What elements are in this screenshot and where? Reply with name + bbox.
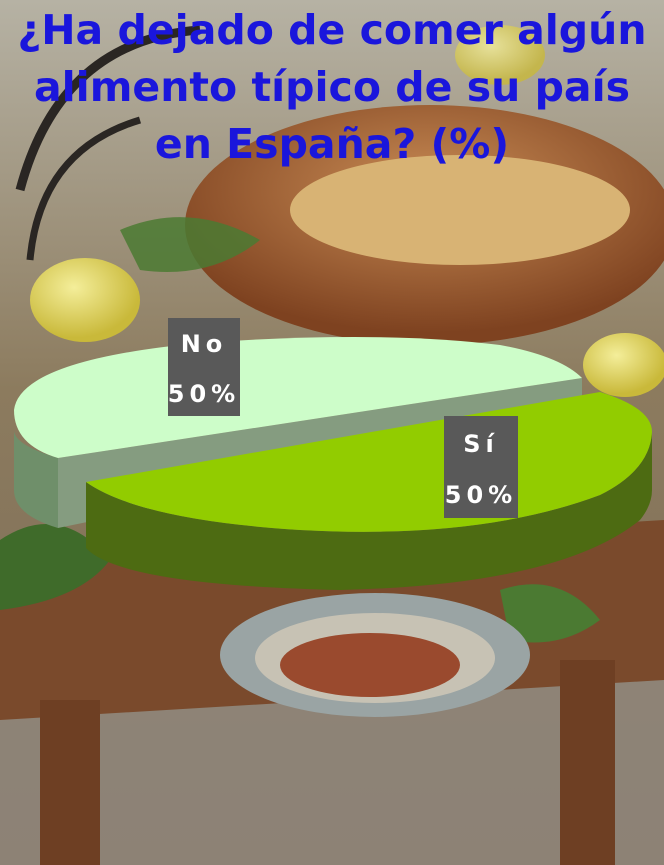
table-leg-right: [560, 660, 615, 865]
slice-label-no-value: 50%: [168, 380, 240, 408]
chart-title: ¿Ha dejado de comer algún alimento típic…: [0, 0, 664, 173]
chart-title-line-1: ¿Ha dejado de comer algún: [17, 6, 647, 54]
chair-back: [15, 25, 201, 192]
lemon-right: [583, 333, 664, 397]
chart-title-line-2: alimento típico de su país: [33, 63, 631, 111]
herbs-right: [500, 584, 600, 643]
lemon-top: [455, 25, 545, 85]
bowl-contents: [290, 155, 630, 265]
slice-label-si-box: [444, 416, 518, 518]
table-leg-left: [40, 700, 100, 865]
lemon-left: [30, 258, 140, 342]
slice-label-si-name: Sí: [463, 430, 499, 458]
plate-food: [280, 633, 460, 697]
herbs-left: [0, 524, 110, 610]
slice-label-si: Sí 50%: [444, 416, 518, 518]
pie-chart: No 50% Sí 50%: [14, 318, 652, 590]
pie-slice-no-side-left: [14, 430, 58, 528]
herbs-top: [120, 217, 260, 272]
chair-back-curl: [26, 116, 142, 261]
pie-slice-si-side: [86, 432, 652, 590]
slice-label-no-box: [168, 318, 240, 416]
pie-slice-no-top: [14, 336, 582, 458]
slice-label-no: No 50%: [168, 318, 240, 416]
slice-label-si-value: 50%: [445, 481, 517, 509]
slice-label-no-name: No: [181, 330, 228, 358]
chart-title-line-3: en España? (%): [154, 120, 510, 168]
